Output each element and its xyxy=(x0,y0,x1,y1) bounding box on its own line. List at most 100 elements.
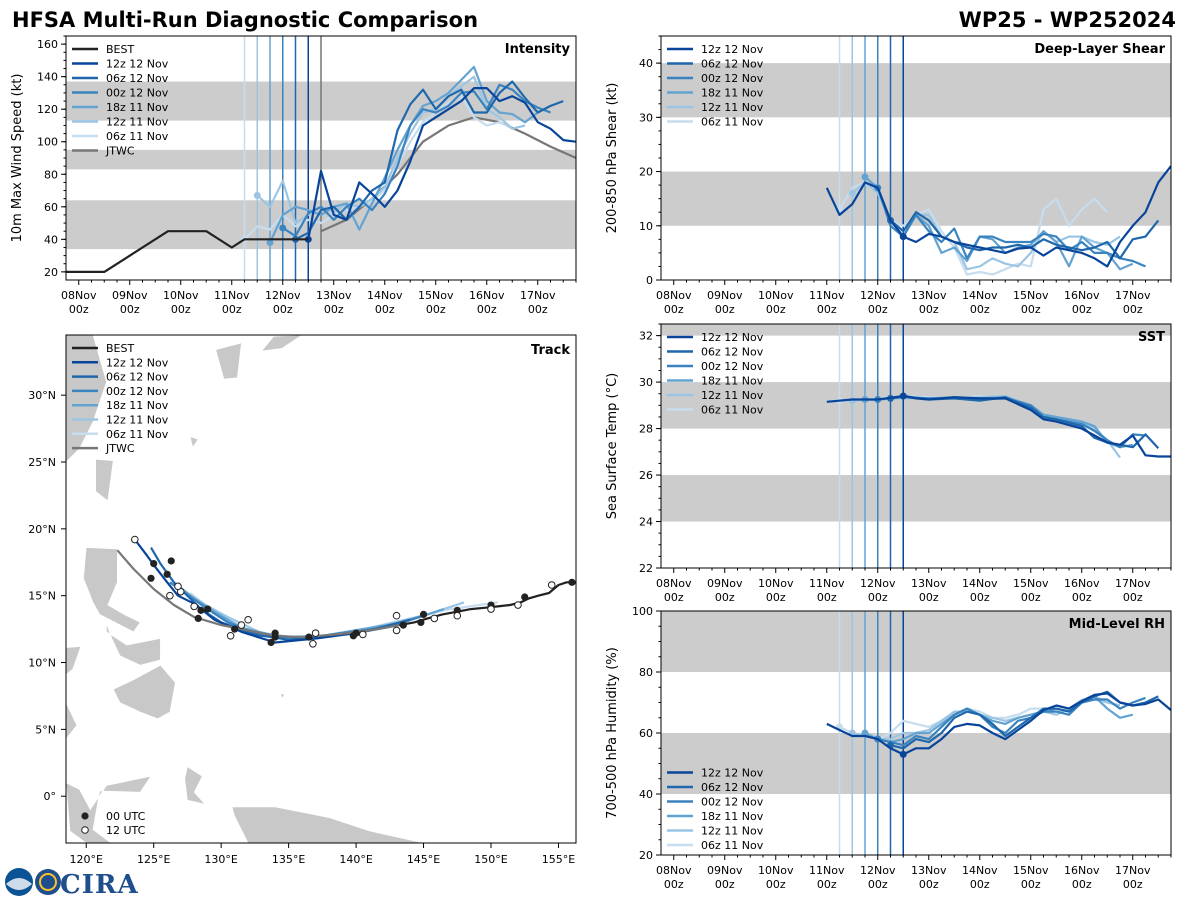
intensity-xtick-label: 09Nov xyxy=(112,289,148,302)
track-marker-12utc xyxy=(131,535,139,544)
track-marker-00utc xyxy=(231,625,239,633)
intensity-ytick-label: 140 xyxy=(37,71,58,84)
intensity-xtick-label: 14Nov xyxy=(367,289,403,302)
sst-ytick-label: 32 xyxy=(639,330,653,343)
shear-legend-00z-12-nov: 00z 12 Nov xyxy=(701,72,764,85)
intensity-xtick-label: 15Nov xyxy=(418,289,454,302)
intensity-title: Intensity xyxy=(505,42,571,57)
intensity-plot-area xyxy=(66,36,576,280)
intensity-xtick-sublabel: 00z xyxy=(222,303,242,316)
track-marker-12utc xyxy=(547,581,556,589)
sst-ylabel: Sea Surface Temp (°C) xyxy=(605,373,620,520)
shear-ytick-label: 10 xyxy=(639,220,653,233)
track-legend-18z-11-nov: 18z 11 Nov xyxy=(106,399,169,412)
sst-xtick-label: 11Nov xyxy=(809,577,845,590)
track-marker-00utc xyxy=(568,578,576,586)
sst-legend-00z-12-nov: 00z 12 Nov xyxy=(701,360,764,373)
shear-xtick-label: 08Nov xyxy=(656,289,692,302)
track-marker-12utc xyxy=(392,626,401,635)
shear-xtick-sublabel: 00z xyxy=(817,303,837,316)
intensity-xtick-sublabel: 00z xyxy=(426,303,446,316)
rh-xtick-label: 10Nov xyxy=(758,864,794,877)
shear-xtick-sublabel: 00z xyxy=(715,303,735,316)
sst-legend-06z-12-nov: 06z 12 Nov xyxy=(701,346,764,359)
rh-init-marker xyxy=(861,729,869,737)
land-shape xyxy=(66,646,82,675)
sst-xtick-sublabel: 00z xyxy=(919,591,939,604)
track-frame xyxy=(65,334,577,844)
track-xtick-label: 145°E xyxy=(407,853,440,866)
rh-ylabel: 700-500 hPa Humidity (%) xyxy=(605,647,620,819)
shear-xtick-label: 09Nov xyxy=(707,289,743,302)
sst-xtick-label: 14Nov xyxy=(962,577,998,590)
track-marker-12utc xyxy=(166,591,174,600)
track-marker-12utc xyxy=(392,611,401,620)
sst-legend-06z-11-nov: 06z 11 Nov xyxy=(701,404,764,417)
rh-xtick-label: 08Nov xyxy=(656,864,692,877)
track-legend-12utc-marker xyxy=(81,826,89,834)
track-ytick-label: 5°N xyxy=(35,723,56,736)
track-marker-12utc xyxy=(309,640,317,648)
intensity-best-line xyxy=(66,230,309,273)
sst-xtick-sublabel: 00z xyxy=(868,591,888,604)
track-marker-12utc xyxy=(244,615,252,624)
shear-xtick-label: 14Nov xyxy=(962,289,998,302)
shear-xtick-sublabel: 00z xyxy=(1123,303,1143,316)
shear-xtick-sublabel: 00z xyxy=(1072,303,1092,316)
sst-init-marker xyxy=(899,392,907,400)
shear-series-12z-12-nov xyxy=(825,165,1171,268)
ocean xyxy=(66,335,576,843)
rh-legend-06z-11-nov: 06z 11 Nov xyxy=(701,839,764,852)
shear-series-06z-12-nov xyxy=(889,211,1160,260)
rh-band-0 xyxy=(661,733,1171,794)
shear-xtick-label: 13Nov xyxy=(911,289,947,302)
land-shape xyxy=(215,342,242,380)
shear-xtick-sublabel: 00z xyxy=(970,303,990,316)
rh-ytick-label: 60 xyxy=(639,727,653,740)
shear-series-00z-12-nov xyxy=(876,187,1146,268)
intensity-xtick-sublabel: 00z xyxy=(171,303,191,316)
intensity-ytick-label: 60 xyxy=(44,201,58,214)
sst-xtick-sublabel: 00z xyxy=(970,591,990,604)
shear-xtick-label: 10Nov xyxy=(758,289,794,302)
intensity-legend-00z-12-nov: 00z 12 Nov xyxy=(106,87,169,100)
rh-series-12z-12-nov xyxy=(826,692,1171,756)
intensity-xtick-label: 11Nov xyxy=(214,289,250,302)
sst-xtick-label: 17Nov xyxy=(1115,577,1151,590)
intensity-legend-12z-12-nov: 12z 12 Nov xyxy=(106,58,169,71)
track-marker-12utc xyxy=(311,629,320,637)
shear-legend-06z-11-nov: 06z 11 Nov xyxy=(701,116,764,129)
sst-xtick-sublabel: 00z xyxy=(1021,591,1041,604)
track-marker-00utc xyxy=(204,605,212,613)
rh-init-marker xyxy=(899,750,907,758)
rh-legend-18z-11-nov: 18z 11 Nov xyxy=(701,810,764,823)
track-legend-jtwc: JTWC xyxy=(105,442,135,455)
intensity-legend-best: BEST xyxy=(106,43,134,56)
intensity-ytick-label: 40 xyxy=(44,233,58,246)
rh-xtick-label: 11Nov xyxy=(809,864,845,877)
sst-xtick-sublabel: 00z xyxy=(817,591,837,604)
intensity-legend-18z-11-nov: 18z 11 Nov xyxy=(106,101,169,114)
track-marker-00utc xyxy=(197,606,205,614)
sst-ytick-label: 22 xyxy=(639,562,653,575)
rh-xtick-sublabel: 00z xyxy=(664,878,684,891)
intensity-xtick-label: 12Nov xyxy=(265,289,301,302)
shear-plot-area xyxy=(661,36,1171,280)
sst-xtick-label: 13Nov xyxy=(911,577,947,590)
shear-init-marker xyxy=(899,233,907,241)
track-marker-12utc xyxy=(359,630,367,639)
track-xtick-label: 130°E xyxy=(204,853,237,866)
intensity-series-12z-12-nov xyxy=(307,87,576,240)
sst-panel: 22242628303208Nov00z09Nov00z10Nov00z11No… xyxy=(605,323,1172,604)
sst-title: SST xyxy=(1138,330,1165,345)
rh-legend-12z-11-nov: 12z 11 Nov xyxy=(701,825,764,838)
track-title: Track xyxy=(531,343,570,358)
track-ytick-label: 0° xyxy=(44,790,57,803)
shear-legend-18z-11-nov: 18z 11 Nov xyxy=(701,87,764,100)
track-ytick-label: 10°N xyxy=(28,657,56,670)
shear-xtick-label: 16Nov xyxy=(1064,289,1100,302)
shear-ytick-label: 30 xyxy=(639,111,653,124)
track-panel: 120°E 125°E 130°E 135°E 140°E 145°E 150°E 155°E… xyxy=(28,334,577,866)
track-marker-12utc xyxy=(226,631,235,640)
sst-band-0 xyxy=(661,475,1171,522)
